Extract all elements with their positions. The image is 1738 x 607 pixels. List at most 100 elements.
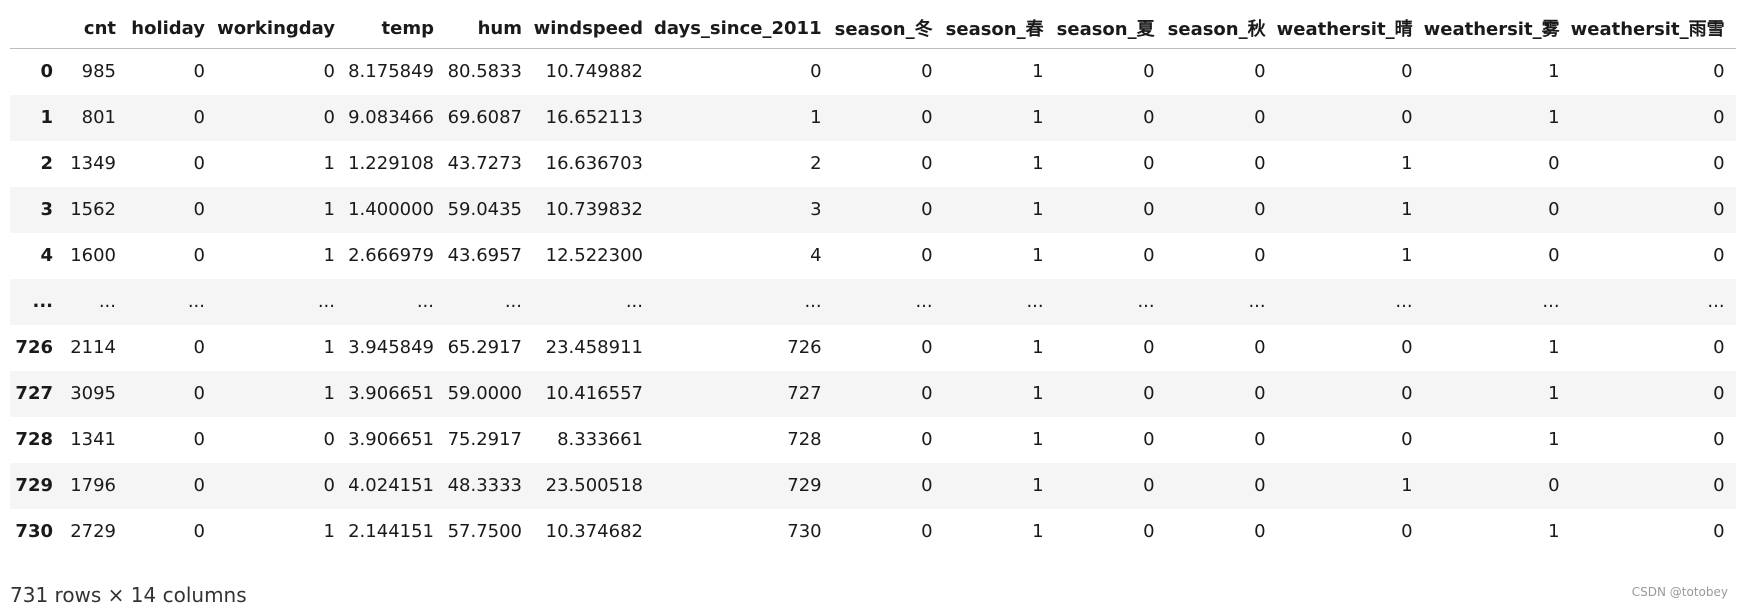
cell: 801 [81, 107, 116, 128]
cell: 0 [1143, 245, 1155, 266]
column-header: hum [445, 8, 533, 49]
cell: 1 [1548, 337, 1560, 358]
row-index: ... [32, 291, 53, 312]
cell: 4 [810, 245, 822, 266]
cell: 0 [323, 61, 335, 83]
cell: 0 [1254, 245, 1266, 266]
cell: 0 [1713, 383, 1725, 404]
cell: 0 [921, 199, 933, 220]
cell: 65.2917 [447, 337, 522, 358]
row-index: 0 [40, 61, 53, 83]
row-index: 2 [40, 153, 53, 174]
cell: 1562 [70, 199, 116, 220]
cell: 43.7273 [447, 153, 522, 174]
cell: 0 [921, 429, 933, 450]
cell: 0 [1143, 475, 1155, 496]
cell: 727 [787, 383, 822, 404]
cell: 10.416557 [545, 383, 643, 404]
cell: 1 [1032, 429, 1044, 450]
cell: 75.2917 [447, 429, 522, 450]
cell: 9.083466 [348, 107, 434, 128]
cell: 0 [1548, 199, 1560, 220]
cell: 1 [323, 245, 335, 266]
cell: 59.0000 [447, 383, 522, 404]
cell: 2.144151 [348, 521, 434, 542]
cell: 0 [1401, 61, 1413, 83]
column-header: season_夏 [1054, 8, 1166, 49]
cell: 57.7500 [447, 521, 522, 542]
cell: 0 [1548, 153, 1560, 174]
column-header: season_秋 [1165, 8, 1277, 49]
cell: 0 [1401, 521, 1413, 542]
cell: 59.0435 [447, 199, 522, 220]
cell: 1.400000 [348, 199, 434, 220]
cell: 1 [1032, 521, 1044, 542]
cell: 0 [921, 521, 933, 542]
cell: 16.652113 [545, 107, 643, 128]
cell: 0 [921, 245, 933, 266]
cell: ... [317, 291, 335, 312]
column-header: cnt [64, 8, 127, 49]
cell: 4.024151 [348, 475, 434, 496]
cell: 43.6957 [447, 245, 522, 266]
header-row: cnt holiday workingday temp hum windspeed days… [10, 8, 1736, 49]
cell: 0 [193, 107, 205, 128]
cell: 0 [1713, 199, 1725, 220]
row-index: 729 [15, 475, 53, 496]
cell: 0 [193, 337, 205, 358]
cell: 0 [921, 383, 933, 404]
cell: 0 [1254, 337, 1266, 358]
cell: 0 [323, 475, 335, 496]
cell: 8.175849 [348, 61, 434, 83]
index-header [10, 8, 64, 49]
dataframe: cnt holiday workingday temp hum windspeed days… [10, 8, 1736, 555]
cell: 1 [1032, 153, 1044, 174]
cell: 0 [193, 245, 205, 266]
cell: 0 [1713, 521, 1725, 542]
cell: 0 [921, 61, 933, 83]
cell: 2114 [70, 337, 116, 358]
cell: 80.5833 [447, 61, 522, 83]
cell: 0 [323, 107, 335, 128]
cell: 0 [1143, 153, 1155, 174]
cell: 1 [1032, 199, 1044, 220]
cell: 23.500518 [545, 475, 643, 496]
cell: 1.229108 [348, 153, 434, 174]
table-row: 3 1562 0 1 1.400000 59.0435 10.739832 3 0 1 0 0 1 0 0 [10, 186, 1736, 233]
cell: 0 [323, 429, 335, 450]
cell: ... [804, 291, 822, 312]
cell: 0 [1143, 61, 1155, 83]
watermark: CSDN @totobey [1631, 585, 1728, 599]
table-row: 1 801 0 0 9.083466 69.6087 16.652113 1 0 1 0 0 0 1 0 [10, 94, 1736, 141]
row-index: 3 [40, 199, 53, 220]
cell: ... [915, 291, 933, 312]
cell: 0 [921, 337, 933, 358]
cell: 1 [1032, 383, 1044, 404]
cell: 0 [921, 107, 933, 128]
cell: 0 [193, 475, 205, 496]
cell: 0 [921, 475, 933, 496]
cell: 10.739832 [545, 199, 643, 220]
cell: ... [1026, 291, 1044, 312]
cell: 0 [810, 61, 822, 83]
table-row: 729 1796 0 0 4.024151 48.3333 23.500518 729 0 1 0 0… [10, 462, 1736, 509]
cell: 0 [193, 199, 205, 220]
cell: 0 [1254, 429, 1266, 450]
column-header: days_since_2011 [654, 8, 833, 49]
cell: 0 [1401, 383, 1413, 404]
cell: ... [625, 291, 643, 312]
cell: 1796 [70, 475, 116, 496]
cell: 0 [1254, 199, 1266, 220]
cell: 728 [787, 429, 822, 450]
cell: 23.458911 [545, 337, 643, 358]
cell: 0 [1143, 199, 1155, 220]
cell: 0 [1143, 337, 1155, 358]
cell: 0 [1713, 153, 1725, 174]
cell: 0 [1254, 61, 1266, 83]
cell: 69.6087 [447, 107, 522, 128]
cell: 1 [1401, 199, 1413, 220]
table-row: 727 3095 0 1 3.906651 59.0000 10.416557 727 0 1 0 0… [10, 370, 1736, 417]
column-header: workingday [216, 8, 346, 49]
cell: 1 [1548, 383, 1560, 404]
table-row: 4 1600 0 1 2.666979 43.6957 12.522300 4 0 1 0 0 1 0 0 [10, 233, 1736, 279]
